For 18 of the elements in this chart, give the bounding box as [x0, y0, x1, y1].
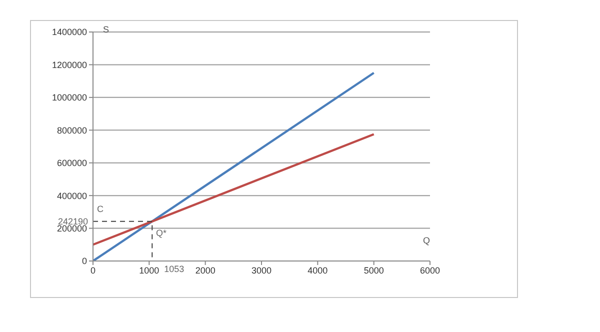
y-tick-label: 800000 [56, 125, 87, 136]
x-tick-label: 4000 [308, 265, 328, 276]
x-tick-label: 1000 [139, 265, 160, 276]
x-tick-label: 2000 [195, 265, 216, 276]
annotation: 1053 [164, 264, 184, 274]
y-tick-label: 1200000 [52, 60, 87, 70]
y-tick-label: 1000000 [52, 92, 87, 103]
y-tick-label: 1400000 [52, 27, 87, 38]
x-tick-label: 0 [90, 265, 96, 276]
annotation: Q* [156, 228, 167, 239]
x-axis-title: Q [422, 235, 430, 246]
annotation: C [97, 204, 104, 215]
x-tick-label: 3000 [251, 265, 272, 276]
x-tick-label: 5000 [364, 265, 384, 276]
y-tick-label: 400000 [56, 190, 87, 201]
x-tick-label: 6000 [420, 265, 440, 276]
y-tick-label: 0 [82, 256, 87, 266]
y-tick-label: 600000 [56, 158, 87, 168]
